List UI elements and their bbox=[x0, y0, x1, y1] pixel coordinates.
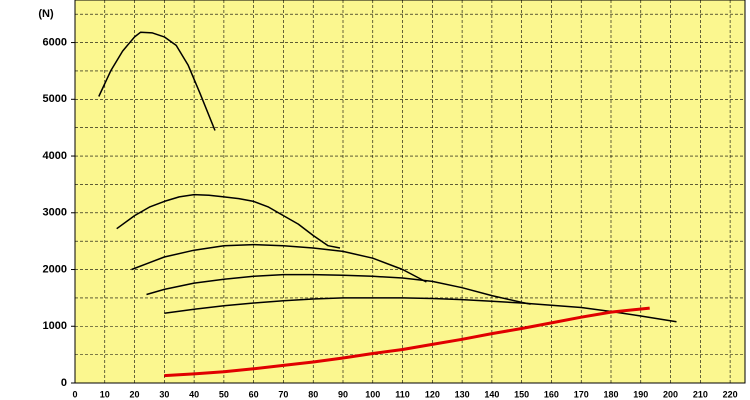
series-line bbox=[116, 193, 341, 249]
y-tick-label: 5000 bbox=[43, 93, 67, 105]
x-tick-label: 90 bbox=[338, 389, 348, 399]
x-tick-label: 150 bbox=[514, 389, 529, 399]
x-tick-label: 30 bbox=[159, 389, 169, 399]
x-tick-label: 0 bbox=[72, 389, 77, 399]
x-tick-label: 200 bbox=[663, 389, 678, 399]
y-tick-label: 3000 bbox=[43, 207, 67, 219]
x-tick-label: 60 bbox=[249, 389, 259, 399]
x-tick-label: 100 bbox=[365, 389, 380, 399]
x-tick-label: 160 bbox=[544, 389, 559, 399]
x-tick-label: 10 bbox=[100, 389, 110, 399]
plot-border bbox=[74, 0, 746, 384]
x-tick-label: 190 bbox=[633, 389, 648, 399]
x-tick-label: 210 bbox=[693, 389, 708, 399]
x-tick-label: 170 bbox=[574, 389, 589, 399]
series-line bbox=[164, 306, 650, 378]
plot-background bbox=[74, 0, 746, 384]
x-tick-label: 140 bbox=[484, 389, 499, 399]
x-tick-label: 20 bbox=[130, 389, 140, 399]
y-tick-label: 4000 bbox=[43, 150, 67, 162]
series-line bbox=[131, 243, 427, 283]
x-tick-label: 110 bbox=[395, 389, 410, 399]
y-tick-label: 2000 bbox=[43, 263, 67, 275]
x-tick-label: 120 bbox=[425, 389, 440, 399]
series-line bbox=[146, 273, 531, 305]
x-tick-label: 220 bbox=[723, 389, 738, 399]
x-tick-label: 130 bbox=[455, 389, 470, 399]
x-tick-label: 180 bbox=[603, 389, 618, 399]
y-tick-label: 0 bbox=[61, 377, 67, 389]
y-tick-label: 6000 bbox=[43, 36, 67, 48]
series-line bbox=[164, 297, 677, 323]
y-tick-label: 1000 bbox=[43, 320, 67, 332]
x-tick-label: 50 bbox=[219, 389, 229, 399]
x-tick-label: 70 bbox=[278, 389, 288, 399]
y-unit-label: (N) bbox=[38, 8, 54, 20]
series-line bbox=[98, 31, 216, 131]
x-tick-label: 80 bbox=[308, 389, 318, 399]
x-tick-label: 40 bbox=[189, 389, 199, 399]
